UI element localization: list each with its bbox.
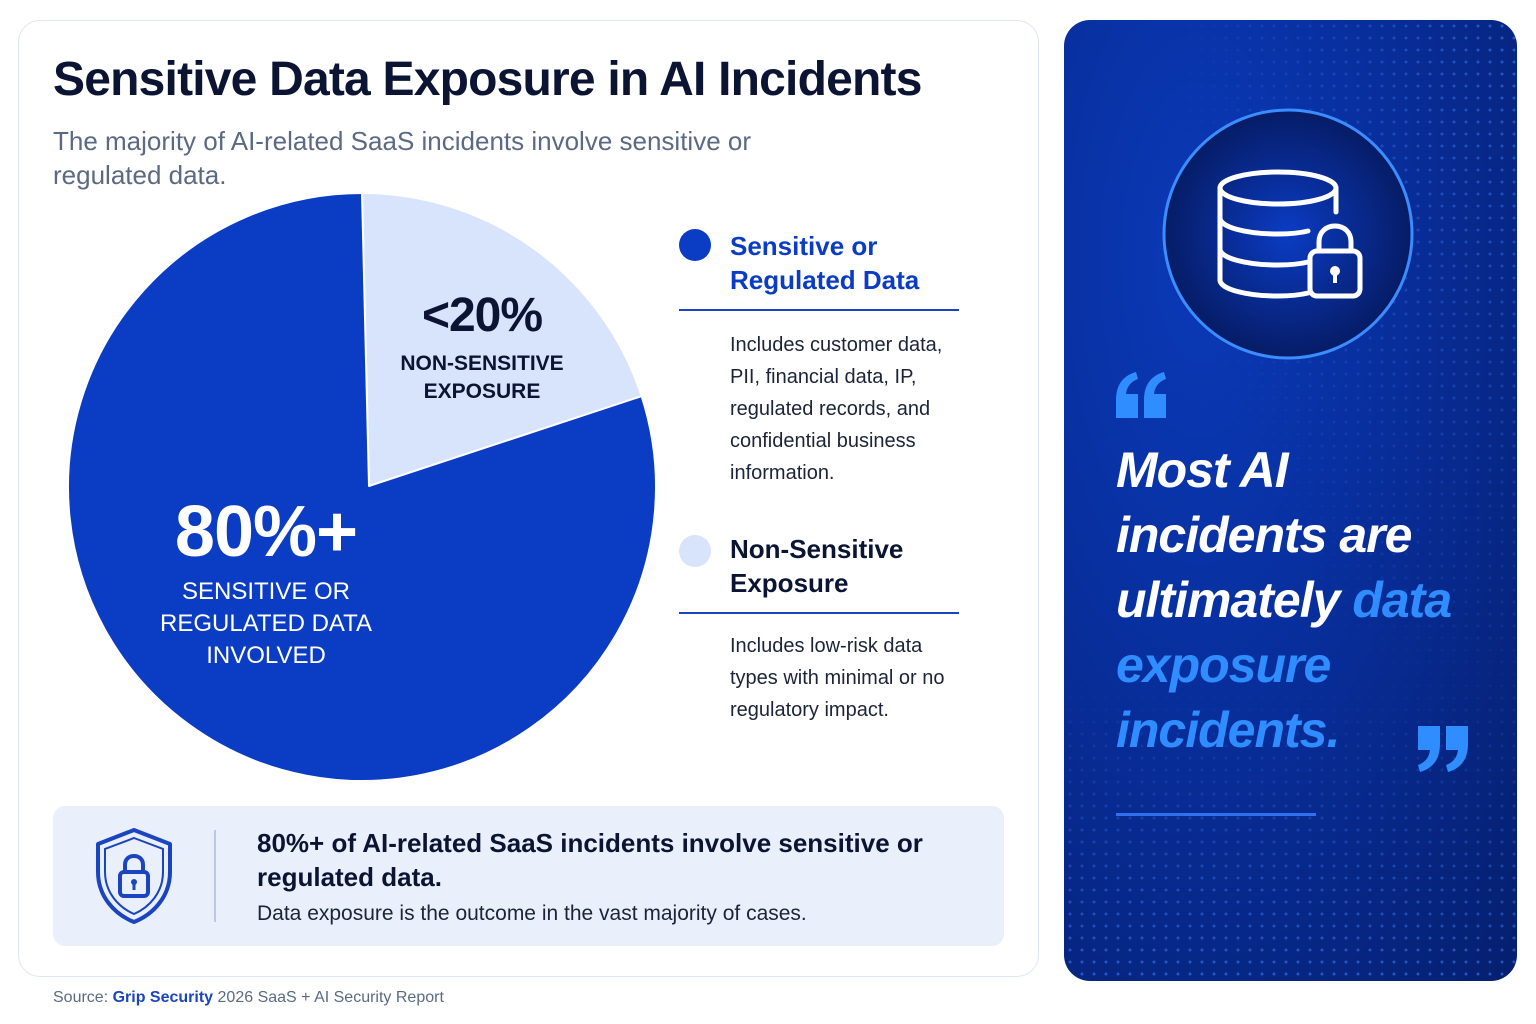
close-quote-icon — [1418, 726, 1468, 772]
quote-underline — [1116, 813, 1316, 816]
pie-slice-sensitive — [67, 192, 657, 782]
source-line: Source: Grip Security 2026 SaaS + AI Sec… — [53, 989, 444, 1007]
database-lock-icon — [1162, 108, 1414, 360]
slice-label-non-sensitive: <20% NON-SENSITIVE EXPOSURE — [372, 288, 592, 406]
page-subtitle: The majority of AI-related SaaS incident… — [53, 126, 752, 190]
shield-lock-icon — [96, 828, 172, 924]
source-brand: Grip Security — [112, 989, 214, 1006]
quote-text: Most AI incidents are ultimately data ex… — [1116, 438, 1476, 763]
slice-value-non-sensitive: <20% — [421, 289, 543, 342]
quote-part-white: Most AI incidents are ultimately — [1116, 442, 1412, 628]
legend-description-sensitive: Includes customer data, PII, financial d… — [730, 334, 943, 484]
callout-text: Data exposure is the outcome in the vast… — [257, 902, 807, 925]
pie-chart — [67, 192, 657, 782]
legend-title-sensitive: Sensitive or Regulated Data — [730, 231, 920, 295]
slice-caption-sensitive: SENSITIVE OR REGULATED DATA INVOLVED — [159, 578, 373, 669]
legend-title-non-sensitive: Non-Sensitive Exposure — [730, 534, 904, 598]
legend-divider — [679, 612, 959, 614]
slice-label-sensitive: 80%+ SENSITIVE OR REGULATED DATA INVOLVE… — [136, 492, 396, 672]
quote-part-accent: data exposure incidents. — [1116, 572, 1452, 758]
legend-description-non-sensitive: Includes low-risk data types with minima… — [730, 635, 945, 721]
summary-callout — [53, 806, 1004, 946]
page-title: Sensitive Data Exposure in AI Incidents — [53, 53, 922, 106]
callout-title: 80%+ of AI-related SaaS incidents involv… — [257, 828, 923, 892]
source-report: 2026 SaaS + AI Security Report — [217, 989, 444, 1006]
callout-divider — [214, 830, 216, 922]
pie-slice-non-sensitive — [361, 192, 643, 487]
legend-swatch-non-sensitive — [679, 535, 711, 567]
slice-caption-non-sensitive: NON-SENSITIVE EXPOSURE — [400, 352, 564, 403]
slice-value-sensitive: 80%+ — [174, 492, 358, 572]
open-quote-icon — [1116, 372, 1166, 418]
legend-swatch-sensitive — [679, 229, 711, 261]
legend-divider — [679, 309, 959, 311]
source-prefix: Source: — [53, 989, 109, 1006]
